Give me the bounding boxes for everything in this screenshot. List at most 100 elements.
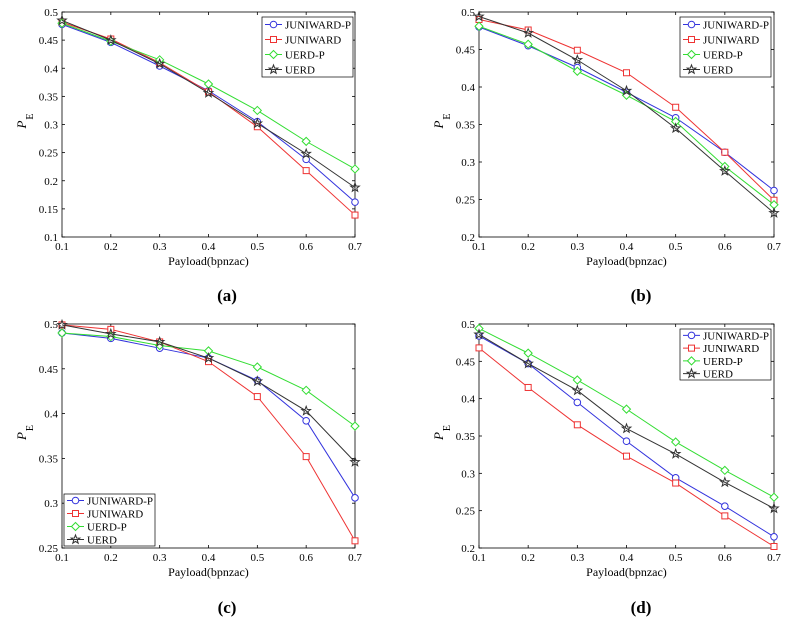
legend-marker-juniward-p xyxy=(269,20,278,29)
y-tick-label: 0.25 xyxy=(39,148,59,160)
x-tick-label: 0.1 xyxy=(472,241,486,253)
data-point-juniward xyxy=(573,421,581,429)
data-point-juniward xyxy=(721,512,729,520)
data-point-uerd xyxy=(153,335,166,347)
x-tick-label: 0.3 xyxy=(153,241,167,253)
legend-label: UERD xyxy=(285,65,315,77)
legend-marker-uerd-p xyxy=(268,49,279,60)
data-point-uerd xyxy=(719,164,731,176)
data-point-juniward-p xyxy=(351,494,359,502)
series-line-uerd xyxy=(478,16,775,214)
data-point-juniward-p xyxy=(770,186,778,195)
legend-marker-juniward xyxy=(270,36,277,43)
x-tick-label: 0.4 xyxy=(620,552,634,564)
legend-box xyxy=(261,16,354,78)
data-point-uerd-p xyxy=(523,39,533,49)
y-axis-label-subscript: E xyxy=(25,113,36,119)
x-tick-label: 0.1 xyxy=(55,241,69,253)
x-tick-label: 0.7 xyxy=(348,241,362,253)
data-point-uerd xyxy=(768,206,780,218)
x-tick-label: 0.1 xyxy=(472,552,486,564)
data-point-juniward xyxy=(672,103,680,111)
data-point-uerd xyxy=(719,476,731,488)
x-tick-label: 0.4 xyxy=(202,552,216,564)
legend-label: JUNIWARD xyxy=(87,509,143,521)
legend-box xyxy=(679,328,772,381)
data-point-uerd-p xyxy=(252,105,263,116)
y-tick-label: 0.35 xyxy=(456,431,476,443)
y-tick-label: 0.25 xyxy=(456,506,476,518)
data-point-juniward xyxy=(302,167,310,175)
x-tick-label: 0.6 xyxy=(718,241,732,253)
x-tick-label: 0.2 xyxy=(104,241,118,253)
data-point-uerd-p xyxy=(720,465,730,476)
legend-marker-juniward xyxy=(688,344,695,352)
data-point-juniward xyxy=(351,537,359,545)
x-tick-label: 0.7 xyxy=(348,552,362,564)
x-axis-label: Payload(bpnzac) xyxy=(586,565,667,579)
data-point-juniward xyxy=(573,46,581,54)
y-tick-label: 0.45 xyxy=(456,356,476,368)
data-point-juniward-p xyxy=(622,437,631,446)
x-tick-label: 0.6 xyxy=(299,552,313,564)
y-tick-label: 0.4 xyxy=(44,63,58,75)
data-point-uerd-p xyxy=(301,385,311,396)
chart-a: 0.1 0.2 0.3 0.4 0.5 0.6 0.7 0.1 0.15 0.2 0.25 0.3 0.… xyxy=(14,7,362,268)
data-point-juniward xyxy=(623,69,630,77)
data-point-juniward-p xyxy=(573,398,582,407)
data-point-uerd-p xyxy=(523,348,533,358)
y-tick-label: 0.3 xyxy=(44,120,58,132)
data-point-uerd xyxy=(669,122,682,134)
chart-d: 0.1 0.2 0.3 0.4 0.5 0.6 0.70.20.250.30.350.40.… xyxy=(431,319,781,579)
legend-label: JUNIWARD xyxy=(703,343,759,355)
legend-label: UERD-P xyxy=(703,356,743,368)
data-point-juniward-p xyxy=(721,502,729,510)
legend-marker-uerd xyxy=(267,63,280,75)
data-point-uerd xyxy=(522,357,534,369)
legend-label: JUNIWARD xyxy=(285,35,341,47)
data-point-juniward xyxy=(302,453,310,461)
x-tick-label: 0.7 xyxy=(767,241,781,253)
data-point-uerd xyxy=(473,328,485,340)
legend-label: JUNIWARD xyxy=(703,35,759,47)
data-point-uerd-p xyxy=(350,164,360,174)
legend-marker-uerd-p xyxy=(686,49,697,60)
y-axis-label-subscript: E xyxy=(25,425,36,431)
data-point-uerd-p xyxy=(350,421,360,431)
x-axis-label: Payload(bpnzac) xyxy=(168,565,249,579)
data-point-uerd xyxy=(620,422,633,434)
y-tick-label: 0.3 xyxy=(461,468,475,480)
y-tick-label: 0.2 xyxy=(461,232,475,244)
data-point-uerd xyxy=(251,117,264,129)
y-tick-label: 0.35 xyxy=(39,453,59,465)
y-tick-label: 0.35 xyxy=(39,91,59,103)
legend-label: JUNIWARD-P xyxy=(87,496,153,508)
series-line-uerd xyxy=(61,19,356,188)
series-line-uerd xyxy=(478,334,775,509)
x-tick-label: 0.6 xyxy=(299,241,313,253)
data-point-uerd xyxy=(473,10,485,22)
y-tick-label: 0.5 xyxy=(461,7,475,19)
x-axis-label: Payload(bpnzac) xyxy=(586,254,667,268)
y-axis-label-subscript: E xyxy=(442,113,453,119)
data-point-juniward xyxy=(721,148,729,156)
data-point-uerd xyxy=(620,84,633,96)
y-tick-label: 0.5 xyxy=(461,319,475,331)
legend-label: UERD-P xyxy=(87,522,127,534)
data-point-juniward xyxy=(351,211,359,219)
y-tick-label: 0.4 xyxy=(44,409,58,421)
data-point-uerd xyxy=(105,327,117,339)
legend-marker-juniward-p xyxy=(687,331,696,340)
y-tick-label: 0.4 xyxy=(461,394,475,406)
y-tick-label: 0.3 xyxy=(461,157,475,169)
data-point-uerd-p xyxy=(252,362,263,372)
legend-label: UERD-P xyxy=(285,50,325,62)
legend-marker-juniward xyxy=(72,510,79,517)
data-point-uerd xyxy=(300,147,312,159)
y-tick-label: 0.35 xyxy=(456,120,476,132)
legend-label: UERD xyxy=(703,369,733,381)
y-tick-label: 0.45 xyxy=(39,364,59,376)
data-point-uerd xyxy=(349,455,361,467)
